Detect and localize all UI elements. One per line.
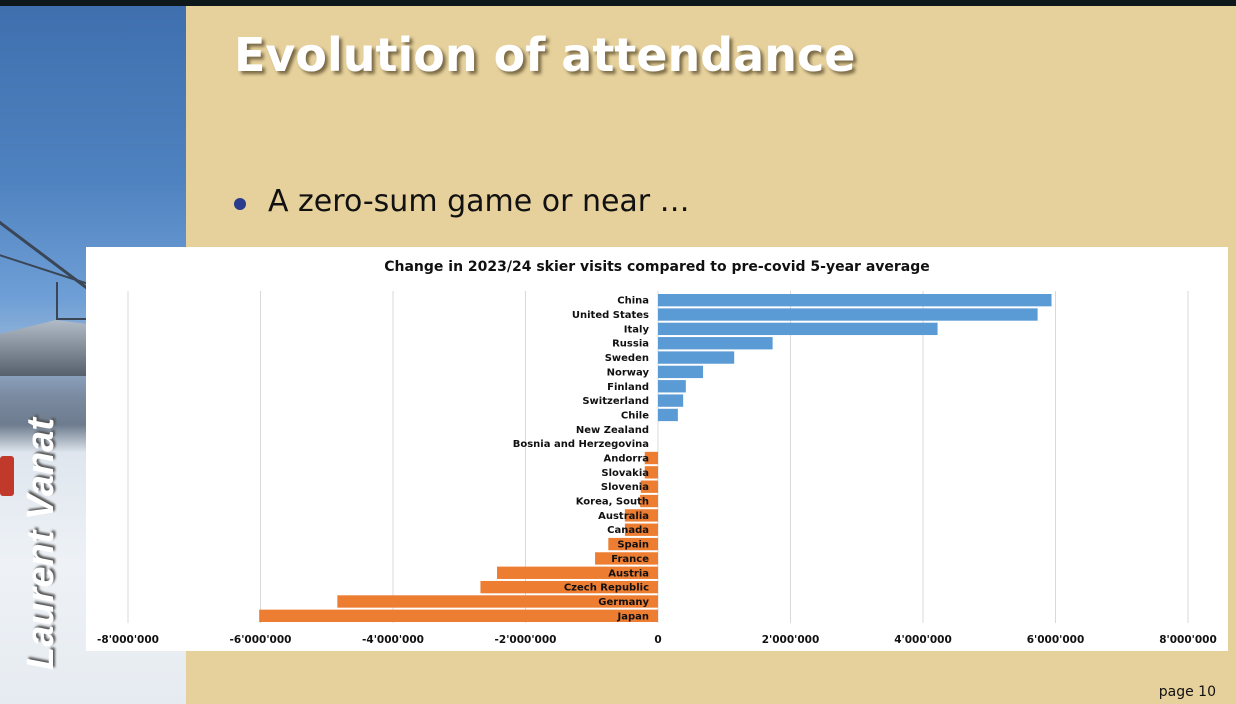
skier-figure (0, 456, 14, 496)
bar-finland (658, 380, 686, 393)
slide-title: Evolution of attendance (234, 28, 856, 82)
bar-france (595, 552, 658, 565)
x-tick-label: 8'000'000 (1159, 634, 1217, 646)
category-label: Spain (617, 540, 649, 551)
bar-australia (624, 509, 658, 522)
bar-japan (259, 609, 658, 622)
x-tick-label: -6'000'000 (230, 634, 292, 646)
category-label: China (617, 296, 649, 307)
top-bar (0, 0, 1236, 6)
bar-slovenia (640, 480, 658, 493)
category-label: Switzerland (582, 396, 649, 407)
category-label: Russia (612, 339, 649, 350)
category-label: France (611, 554, 649, 565)
bars (259, 294, 1052, 622)
category-label: Austria (608, 568, 649, 579)
category-label: Andorra (604, 454, 650, 465)
bar-russia (658, 337, 773, 350)
category-label: Norway (607, 367, 650, 378)
category-label: Finland (607, 382, 649, 393)
bar-sweden (658, 351, 735, 364)
bar-slovakia (644, 466, 658, 479)
x-axis-ticks: -8'000'000 -6'000'000 -4'000'000 -2'000'000… (97, 634, 1217, 646)
x-tick-label: 2'000'000 (762, 634, 820, 646)
x-tick-label: 6'000'000 (1027, 634, 1085, 646)
category-label: Germany (598, 597, 649, 608)
x-tick-label: -2'000'000 (495, 634, 557, 646)
bar-spain (608, 537, 658, 551)
bar-korea-south (640, 494, 658, 508)
bullet-item: A zero-sum game or near … (234, 184, 690, 219)
bar-italy (658, 322, 938, 336)
bar-united-states (658, 308, 1038, 321)
category-label: Sweden (605, 353, 649, 364)
bar-chile (658, 408, 678, 422)
x-tick-label: 4'000'000 (894, 634, 952, 646)
category-label: Italy (624, 324, 650, 335)
chart-title: Change in 2023/24 skier visits compared … (384, 259, 930, 275)
bar-austria (497, 566, 658, 579)
chart-container: Change in 2023/24 skier visits compared … (86, 247, 1228, 651)
category-label: Chile (621, 410, 649, 421)
category-label: Japan (617, 611, 650, 622)
bar-norway (658, 365, 704, 379)
bar-germany (337, 595, 658, 608)
author-name: Laurent Vanat (20, 418, 62, 670)
category-labels: China United States Italy Russia Sweden Norwa… (513, 296, 650, 623)
bullet-text: A zero-sum game or near … (268, 184, 690, 219)
bar-czech-republic (480, 580, 658, 594)
x-tick-label: 0 (654, 634, 661, 646)
bar-andorra (644, 451, 658, 465)
category-label: United States (572, 310, 649, 321)
category-label: Canada (607, 525, 649, 536)
page-number: page 10 (1158, 684, 1216, 700)
bar-switzerland (658, 394, 684, 407)
grid-lines (127, 291, 1189, 623)
x-tick-label: -4'000'000 (362, 634, 424, 646)
bullet-dot-icon (234, 197, 246, 210)
category-label: Korea, South (576, 497, 649, 508)
bar-china (658, 294, 1052, 307)
chairlift-icon (56, 282, 90, 320)
category-label: Czech Republic (564, 583, 649, 594)
category-label: Australia (598, 511, 649, 522)
bar-canada (624, 523, 658, 536)
category-label: Bosnia and Herzegovina (513, 439, 649, 450)
category-label: New Zealand (576, 425, 649, 436)
x-tick-label: -8'000'000 (97, 634, 159, 646)
bar-chart: China United States Italy Russia Sweden Norwa… (97, 291, 1217, 646)
category-label: Slovakia (601, 468, 649, 479)
category-label: Slovenia (601, 482, 649, 493)
